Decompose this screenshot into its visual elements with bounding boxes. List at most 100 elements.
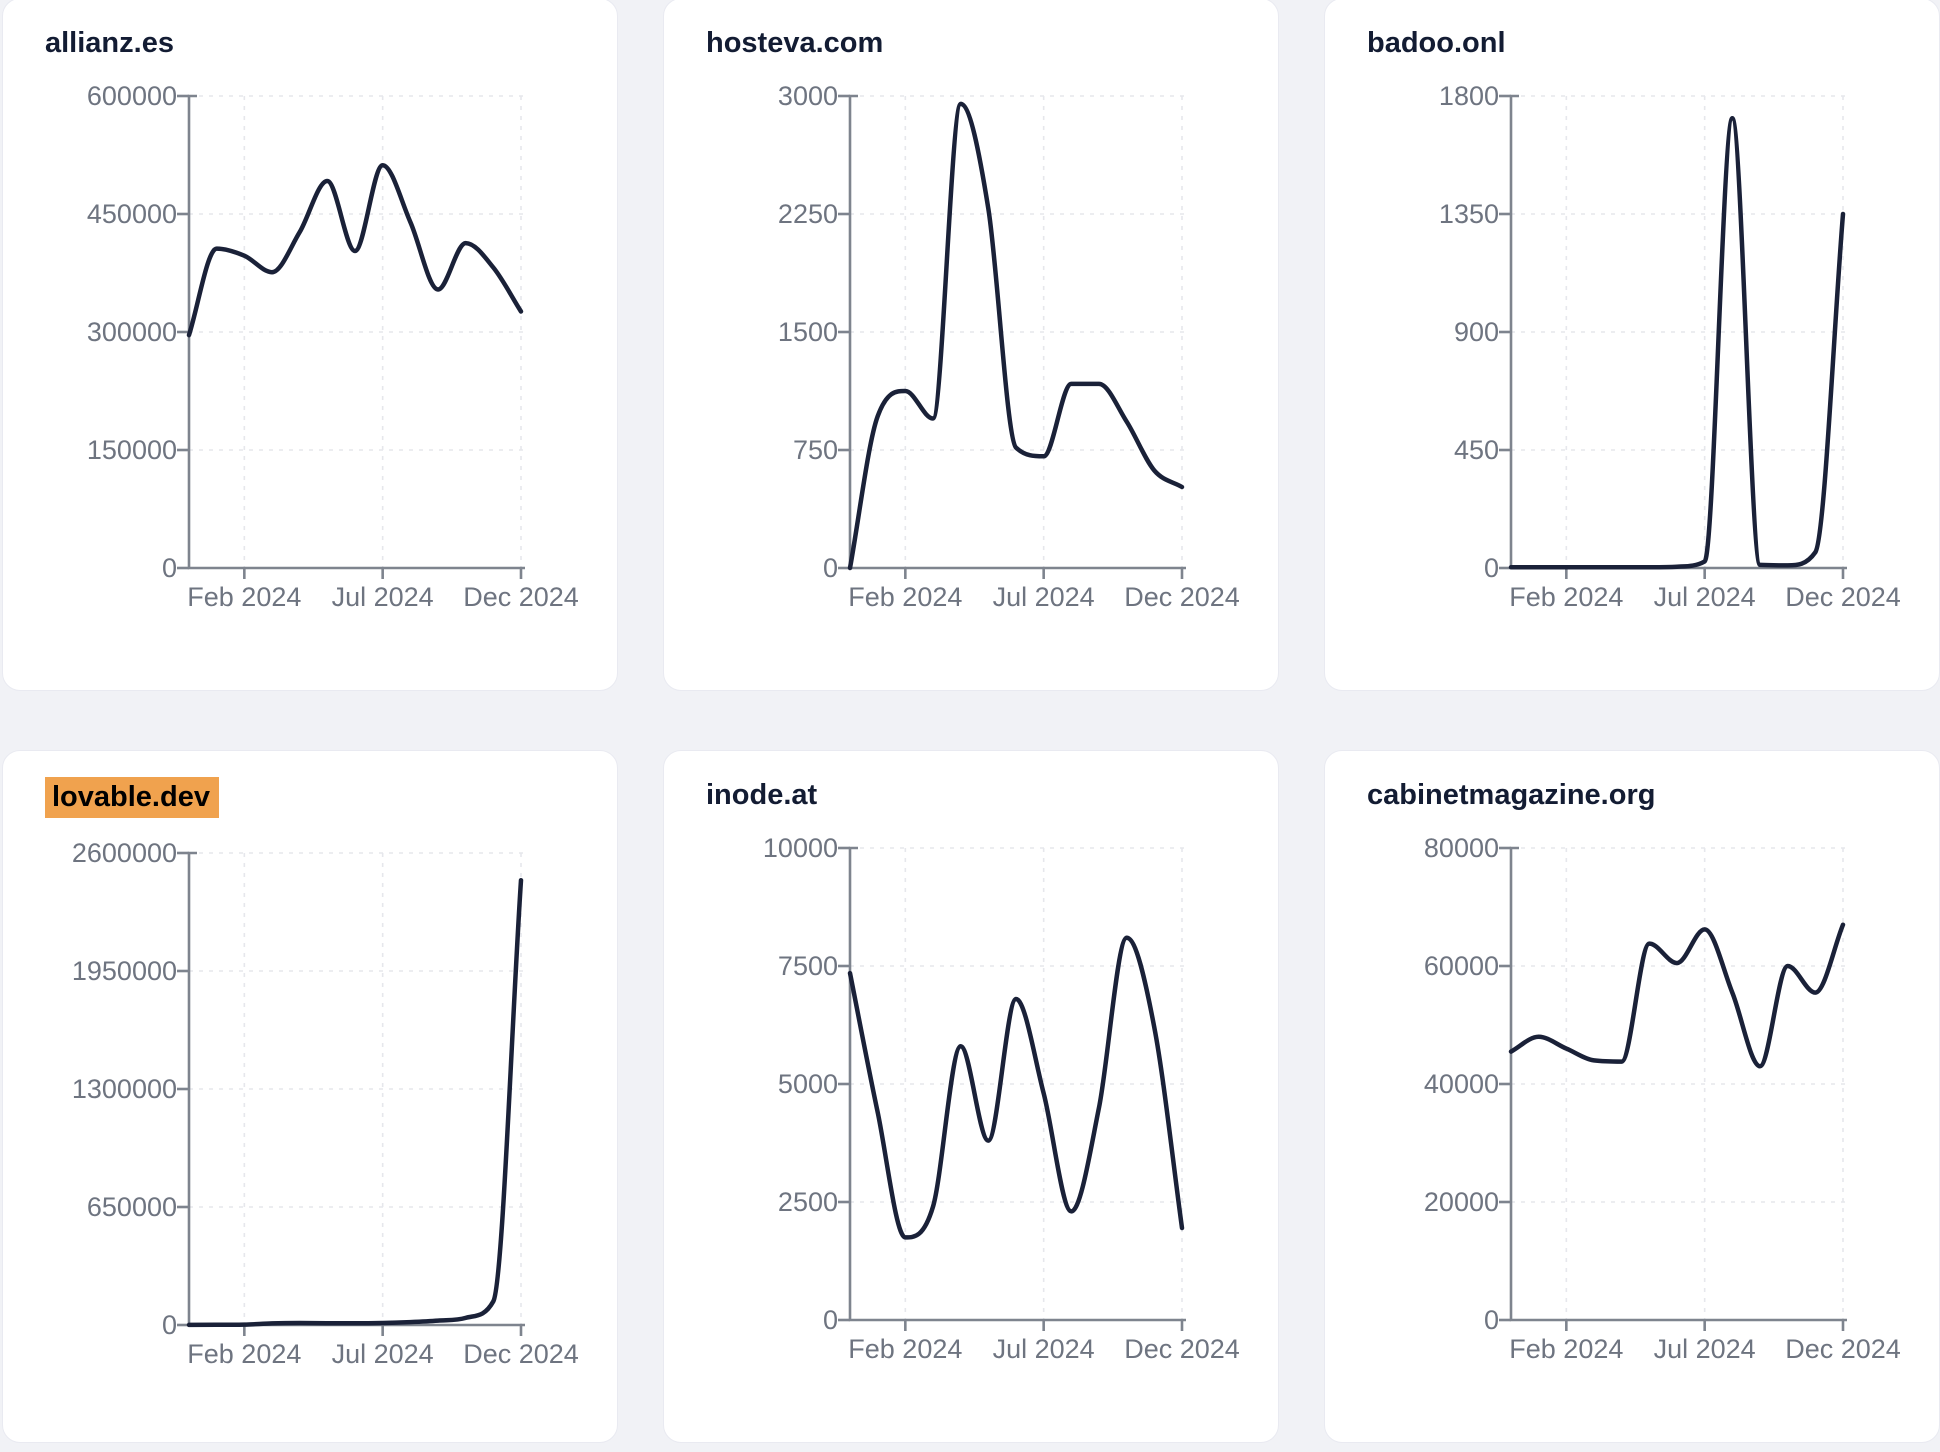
y-tick-label: 900 (1454, 317, 1499, 347)
x-axis-labels: Feb 2024 Jul 2024 Dec 2024 (1509, 582, 1901, 612)
domain-label-highlighted: lovable.dev (45, 777, 219, 818)
x-tick-label: Jul 2024 (993, 1334, 1095, 1364)
y-tick-label: 1950000 (72, 956, 177, 986)
line-chart: 0 450 900 1350 1800 Feb 2024 Jul 2024 Dec 2024 (1439, 81, 1901, 612)
trend-line (847, 101, 1185, 571)
y-axis-labels: 0 150000 300000 450000 600000 (87, 81, 177, 583)
y-tick-label: 80000 (1424, 833, 1499, 863)
chart-card-badoo-onl: badoo.onl 0 450 900 1350 1800 Feb 2024 Jul 202… (1324, 0, 1940, 691)
x-axis-labels: Feb 2024 Jul 2024 Dec 2024 (187, 582, 579, 612)
axes (838, 94, 1186, 579)
chart-card-lovable-dev: lovable.dev 0 650000 1300000 1950000 2600000… (2, 750, 618, 1443)
x-tick-label: Jul 2024 (1654, 582, 1756, 612)
chart-title: allianz.es (3, 0, 617, 61)
grid-lines (1511, 95, 1847, 568)
y-tick-label: 20000 (1424, 1187, 1499, 1217)
y-axis-labels: 0 650000 1300000 1950000 2600000 (72, 838, 177, 1340)
y-tick-label: 0 (823, 553, 838, 583)
x-tick-label: Feb 2024 (1509, 1334, 1623, 1364)
line-chart: 0 650000 1300000 1950000 2600000 Feb 2024 Jul … (72, 838, 579, 1369)
y-tick-label: 750 (793, 435, 838, 465)
axes (177, 851, 525, 1336)
y-axis-labels: 0 2500 5000 7500 10000 (763, 833, 838, 1335)
domain-label: inode.at (706, 779, 818, 811)
trend-line (186, 162, 524, 338)
x-tick-label: Jul 2024 (1654, 1334, 1756, 1364)
y-tick-label: 2600000 (72, 838, 177, 868)
y-tick-label: 0 (162, 553, 177, 583)
chart-card-hosteva-com: hosteva.com 0 750 1500 2250 3000 Feb 2024 Jul … (663, 0, 1279, 691)
y-axis-labels: 0 750 1500 2250 3000 (778, 81, 838, 583)
x-tick-label: Feb 2024 (1509, 582, 1623, 612)
y-tick-label: 300000 (87, 317, 177, 347)
y-tick-label: 5000 (778, 1069, 838, 1099)
axes (1499, 94, 1847, 579)
chart-title: hosteva.com (664, 0, 1278, 61)
y-tick-label: 1350 (1439, 199, 1499, 229)
y-tick-label: 60000 (1424, 951, 1499, 981)
x-tick-label: Feb 2024 (848, 582, 962, 612)
y-tick-label: 3000 (778, 81, 838, 111)
trend-line (1508, 922, 1846, 1069)
y-tick-label: 2250 (778, 199, 838, 229)
domain-label: cabinetmagazine.org (1367, 779, 1656, 811)
x-tick-label: Dec 2024 (1124, 582, 1240, 612)
y-tick-label: 600000 (87, 81, 177, 111)
y-tick-label: 40000 (1424, 1069, 1499, 1099)
y-tick-label: 150000 (87, 435, 177, 465)
line-chart: 0 150000 300000 450000 600000 Feb 2024 Jul 202… (87, 81, 579, 612)
y-tick-label: 0 (1484, 553, 1499, 583)
y-axis-labels: 0 450 900 1350 1800 (1439, 81, 1499, 583)
x-tick-label: Dec 2024 (1785, 1334, 1901, 1364)
x-axis-labels: Feb 2024 Jul 2024 Dec 2024 (848, 1334, 1240, 1364)
y-tick-label: 0 (1484, 1305, 1499, 1335)
grid-lines (189, 852, 525, 1325)
y-tick-label: 7500 (778, 951, 838, 981)
y-tick-label: 450 (1454, 435, 1499, 465)
x-tick-label: Dec 2024 (1124, 1334, 1240, 1364)
chart-title: lovable.dev (3, 751, 617, 818)
axes (1499, 846, 1847, 1331)
x-tick-label: Dec 2024 (463, 1339, 579, 1369)
y-tick-label: 0 (823, 1305, 838, 1335)
y-tick-label: 0 (162, 1310, 177, 1340)
grid-lines (189, 95, 525, 568)
chart-title: badoo.onl (1325, 0, 1939, 61)
domain-label: hosteva.com (706, 27, 884, 59)
x-tick-label: Feb 2024 (187, 582, 301, 612)
x-tick-label: Jul 2024 (332, 582, 434, 612)
chart-card-allianz-es: allianz.es 0 150000 300000 450000 600000 Feb … (2, 0, 618, 691)
axes (838, 846, 1186, 1331)
y-tick-label: 1500 (778, 317, 838, 347)
x-tick-label: Jul 2024 (332, 1339, 434, 1369)
chart-card-inode-at: inode.at 0 2500 5000 7500 10000 Feb 2024 Jul 2… (663, 750, 1279, 1443)
domain-label: badoo.onl (1367, 27, 1506, 59)
chart-title: cabinetmagazine.org (1325, 751, 1939, 813)
chart-title: inode.at (664, 751, 1278, 813)
y-tick-label: 2500 (778, 1187, 838, 1217)
trend-line (847, 935, 1185, 1240)
y-tick-label: 10000 (763, 833, 838, 863)
y-axis-labels: 0 20000 40000 60000 80000 (1424, 833, 1499, 1335)
trend-line (1508, 116, 1846, 570)
y-tick-label: 650000 (87, 1192, 177, 1222)
x-axis-labels: Feb 2024 Jul 2024 Dec 2024 (848, 582, 1240, 612)
grid-lines (1511, 847, 1847, 1320)
x-axis-labels: Feb 2024 Jul 2024 Dec 2024 (1509, 1334, 1901, 1364)
x-tick-label: Feb 2024 (187, 1339, 301, 1369)
grid-lines (850, 95, 1186, 568)
y-tick-label: 450000 (87, 199, 177, 229)
line-chart: 0 2500 5000 7500 10000 Feb 2024 Jul 2024 Dec 20… (763, 833, 1240, 1364)
x-tick-label: Feb 2024 (848, 1334, 962, 1364)
line-chart: 0 750 1500 2250 3000 Feb 2024 Jul 2024 Dec 2024 (778, 81, 1240, 612)
line-chart: 0 20000 40000 60000 80000 Feb 2024 Jul 2024 Dec… (1424, 833, 1901, 1364)
y-tick-label: 1300000 (72, 1074, 177, 1104)
axes (177, 94, 525, 579)
x-tick-label: Jul 2024 (993, 582, 1095, 612)
chart-card-cabinetmagazine-org: cabinetmagazine.org 0 20000 40000 60000 8000… (1324, 750, 1940, 1443)
grid-lines (850, 847, 1186, 1320)
x-tick-label: Dec 2024 (1785, 582, 1901, 612)
x-tick-label: Dec 2024 (463, 582, 579, 612)
